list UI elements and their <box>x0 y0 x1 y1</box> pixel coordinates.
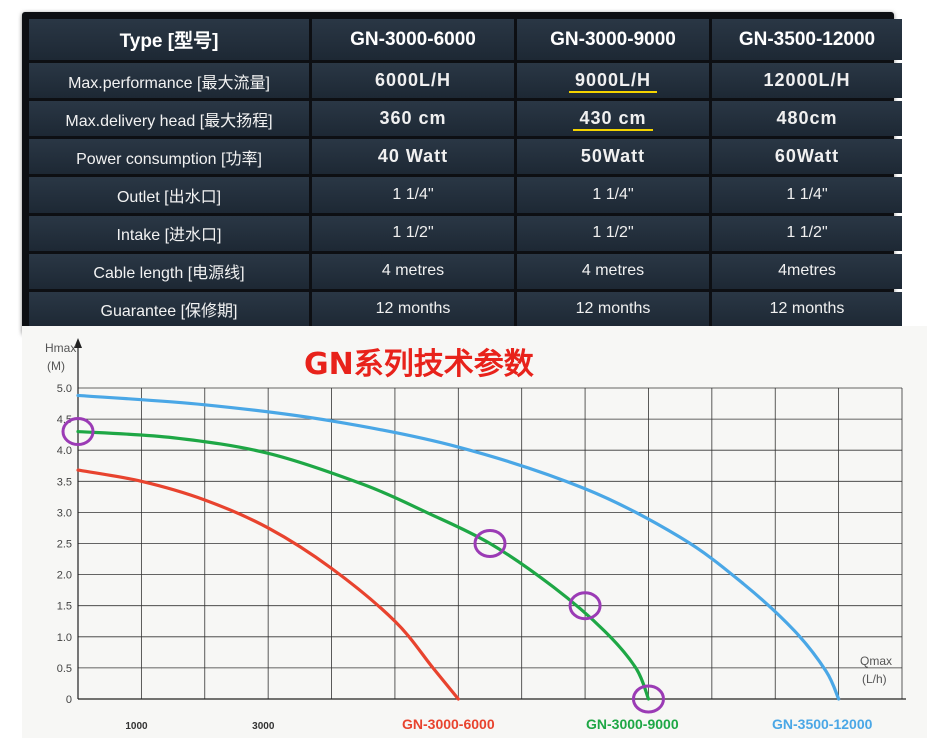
spec-cell: 60Watt <box>712 139 902 175</box>
spec-row-label: Guarantee [保修期] <box>29 291 309 327</box>
spec-cell-value: 1 1/2" <box>392 224 434 242</box>
y-tick-label: 3.5 <box>57 476 72 488</box>
spec-row: Max.performance [最大流量] 6000L/H 9000L/H 1200… <box>29 63 902 99</box>
spec-cell: 1 1/2" <box>312 215 514 251</box>
spec-cell-value: 1 1/2" <box>592 224 634 242</box>
spec-cell: 9000L/H <box>517 63 709 99</box>
spec-table-panel: Type [型号] GN-3000-6000 GN-3000-9000 GN-3… <box>22 12 902 334</box>
y-tick-label: 2.0 <box>57 570 72 582</box>
y-tick-label: 1.5 <box>57 601 72 613</box>
y-tick-label: 0 <box>66 694 72 706</box>
spec-row-label: Outlet [出水口] <box>29 177 309 213</box>
circled-point-marker <box>61 417 95 447</box>
y-tick-label: 4.0 <box>57 445 72 457</box>
spec-cell: 1 1/2" <box>712 215 902 251</box>
chart-svg: 00.51.01.52.02.53.03.54.04.55.0Hmax(M)Qm… <box>45 338 906 732</box>
spec-cell: 4metres <box>712 253 902 289</box>
spec-cell-value: 360 cm <box>379 108 447 129</box>
series-legend-label: GN-3000-6000 <box>402 716 495 732</box>
spec-cell-value: 12 months <box>769 300 845 318</box>
type-header: Type [型号] <box>29 19 309 60</box>
spec-header-row: Type [型号] GN-3000-6000 GN-3000-9000 GN-3… <box>29 19 902 60</box>
spec-cell-value: 1 1/2" <box>786 224 828 242</box>
series-line <box>76 393 841 701</box>
spec-cell: 6000L/H <box>312 63 514 99</box>
spec-cell: 12000L/H <box>712 63 902 99</box>
series-legend-label: GN-3000-9000 <box>586 716 679 732</box>
x-axis-label: Qmax <box>860 654 892 668</box>
spec-cell-value: 1 1/4" <box>592 185 634 203</box>
spec-cell-value: 4 metres <box>381 262 445 280</box>
x-axis-unit: (L/h) <box>862 672 887 686</box>
spec-cell: 430 cm <box>517 101 709 137</box>
spec-cell: 12 months <box>517 291 709 327</box>
spec-cell-value: 12000L/H <box>763 70 851 91</box>
spec-row: Outlet [出水口] 1 1/4" 1 1/4" 1 1/4" <box>29 177 902 213</box>
spec-row-label: Cable length [电源线] <box>29 253 309 289</box>
spec-cell: 1 1/4" <box>312 177 514 213</box>
x-tick-label: 3000 <box>252 721 275 732</box>
y-axis-unit: (M) <box>47 359 65 373</box>
x-tick-label: 1000 <box>125 721 148 732</box>
spec-cell: 1 1/4" <box>712 177 902 213</box>
spec-cell: 4 metres <box>312 253 514 289</box>
series-legend-label: GN-3500-12000 <box>772 716 873 732</box>
circled-point-marker <box>568 591 602 621</box>
performance-chart: 0 0.5 1.0 1.5 2.0 2.5 3.0 3.5 4.0 4.5 5.0 Hmax (M) Qm… <box>22 326 927 738</box>
y-tick-label: 5.0 <box>57 383 72 395</box>
spec-cell-value: 40 Watt <box>377 146 449 167</box>
y-tick-label: 2.5 <box>57 539 72 551</box>
series-line <box>76 468 460 701</box>
spec-row-label: Intake [进水口] <box>29 215 309 251</box>
spec-cell: 50Watt <box>517 139 709 175</box>
circled-point-marker <box>631 684 665 714</box>
spec-cell: 1 1/2" <box>517 215 709 251</box>
spec-cell: 480cm <box>712 101 902 137</box>
y-tick-label: 3.0 <box>57 507 72 519</box>
y-tick-label: 0.5 <box>57 663 72 675</box>
spec-row-label: Max.performance [最大流量] <box>29 63 309 99</box>
spec-table: Type [型号] GN-3000-6000 GN-3000-9000 GN-3… <box>26 16 905 330</box>
highlighted-spec-value: 9000L/H <box>568 70 658 94</box>
spec-row: Intake [进水口] 1 1/2" 1 1/2" 1 1/2" <box>29 215 902 251</box>
spec-row: Cable length [电源线] 4 metres 4 metres 4metre… <box>29 253 902 289</box>
spec-row-label: Power consumption [功率] <box>29 139 309 175</box>
spec-cell: 1 1/4" <box>517 177 709 213</box>
spec-cell-value: 12 months <box>375 300 451 318</box>
spec-row-label: Max.delivery head [最大扬程] <box>29 101 309 137</box>
spec-cell-value: 50Watt <box>580 146 646 167</box>
highlighted-spec-value: 430 cm <box>573 108 653 132</box>
spec-cell-value: 4 metres <box>581 262 645 280</box>
y-axis-label: Hmax <box>45 341 76 355</box>
spec-cell-value: 1 1/4" <box>786 185 828 203</box>
spec-cell: 4 metres <box>517 253 709 289</box>
series-line <box>76 429 651 701</box>
spec-cell-value: 12 months <box>575 300 651 318</box>
spec-cell: 12 months <box>712 291 902 327</box>
spec-row: Guarantee [保修期] 12 months 12 months 12 mont… <box>29 291 902 327</box>
spec-row: Power consumption [功率] 40 Watt 50Watt 60Wat… <box>29 139 902 175</box>
spec-cell-value: 1 1/4" <box>392 185 434 203</box>
circled-point-marker <box>473 529 507 558</box>
spec-cell-value: 480cm <box>776 108 838 129</box>
spec-cell: 360 cm <box>312 101 514 137</box>
model-header: GN-3000-6000 <box>312 19 514 60</box>
spec-cell-value: 60Watt <box>774 146 840 167</box>
spec-cell-value: 6000L/H <box>374 70 452 91</box>
spec-cell-value: 4metres <box>778 262 836 280</box>
model-header: GN-3500-12000 <box>712 19 902 60</box>
y-tick-label: 1.0 <box>57 632 72 644</box>
spec-row: Max.delivery head [最大扬程] 360 cm 430 cm 480c… <box>29 101 902 137</box>
model-header: GN-3000-9000 <box>517 19 709 60</box>
spec-cell: 40 Watt <box>312 139 514 175</box>
spec-cell: 12 months <box>312 291 514 327</box>
y-axis-arrow <box>74 338 82 348</box>
chart-title: GN系列技术参数 <box>304 347 535 382</box>
